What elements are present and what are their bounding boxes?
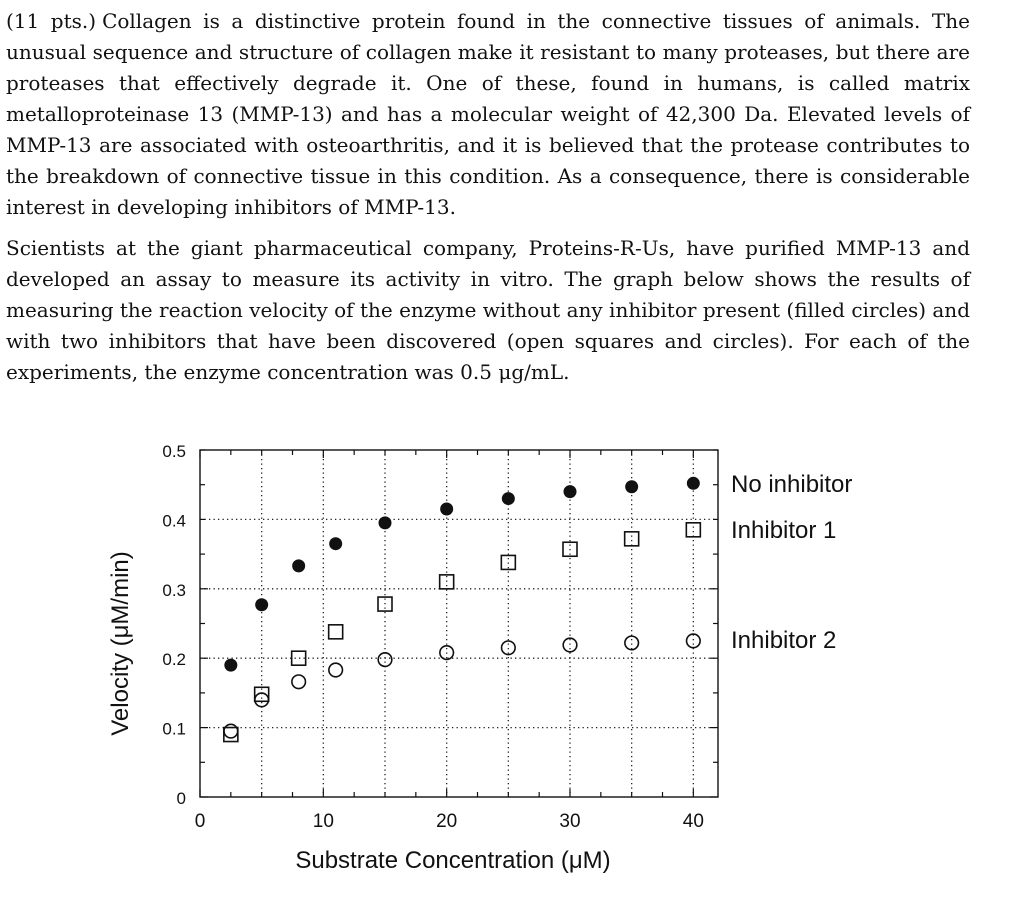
point-no-inhibitor [440,502,454,516]
point-inhibitor-2 [624,635,640,651]
problem-statement: (11 pts.) Collagen is a distinctive prote… [6,6,970,398]
point-no-inhibitor [224,658,238,672]
point-inhibitor-1 [685,522,702,538]
chart-grid [200,450,718,797]
point-inhibitor-2 [500,640,516,656]
y-tick-label: 0.1 [162,720,186,739]
x-axis-label: Substrate Concentration (μM) [295,847,610,874]
x-tick-label: 0 [195,811,206,832]
x-tick-label: 10 [313,811,334,832]
point-inhibitor-2 [439,645,455,661]
data-points [223,476,702,743]
point-no-inhibitor [378,516,392,530]
points-label: (11 pts.) [6,9,97,33]
problem-paragraph-2: Scientists at the giant pharmaceutical c… [6,236,970,384]
y-axis-label: Velocity (μM/min) [107,551,134,736]
axis-ticks [199,449,718,798]
point-inhibitor-1 [377,596,393,612]
series-label-1: Inhibitor 1 [731,517,836,544]
series-labels: No inhibitor Inhibitor 1 Inhibitor 2 [731,471,852,654]
point-no-inhibitor [501,492,515,506]
point-no-inhibitor [292,559,306,573]
point-inhibitor-1 [562,541,578,558]
y-tick-label: 0.5 [162,442,186,461]
point-no-inhibitor [686,476,700,490]
x-tick-label: 20 [436,811,457,832]
y-tick-label: 0.4 [162,511,186,530]
point-inhibitor-2 [328,662,344,678]
point-inhibitor-1 [223,726,239,743]
velocity-chart: 0 10 20 30 40 0 0.1 0.2 0.3 0.4 0.5 No inhibitor In… [107,442,852,874]
y-tick-label: 0 [177,789,186,808]
y-tick-label: 0.2 [162,650,186,669]
point-inhibitor-1 [327,624,344,640]
point-inhibitor-1 [623,531,640,547]
point-inhibitor-2 [254,692,270,708]
point-inhibitor-2 [562,637,578,653]
point-no-inhibitor [329,537,343,551]
point-no-inhibitor [625,480,639,494]
point-inhibitor-2 [685,633,701,649]
y-tick-label: 0.3 [162,581,186,600]
point-inhibitor-1 [253,686,270,703]
paragraph-1-text: Collagen is a distinctive protein found … [6,9,970,219]
series-label-2: Inhibitor 2 [731,627,836,654]
point-no-inhibitor [255,598,269,612]
series-label-0: No inhibitor [731,471,852,498]
point-inhibitor-1 [438,574,455,590]
point-no-inhibitor [563,485,577,499]
point-inhibitor-2 [291,674,307,690]
x-tick-label: 40 [683,811,704,832]
point-inhibitor-2 [223,723,239,739]
point-inhibitor-1 [500,554,517,571]
point-inhibitor-2 [377,651,393,668]
plot-frame [199,449,719,798]
problem-paragraph-1: (11 pts.) Collagen is a distinctive prote… [6,6,970,223]
point-inhibitor-1 [290,650,307,666]
x-tick-label: 30 [559,811,580,832]
tick-labels: 0 10 20 30 40 0 0.1 0.2 0.3 0.4 0.5 [162,442,704,832]
